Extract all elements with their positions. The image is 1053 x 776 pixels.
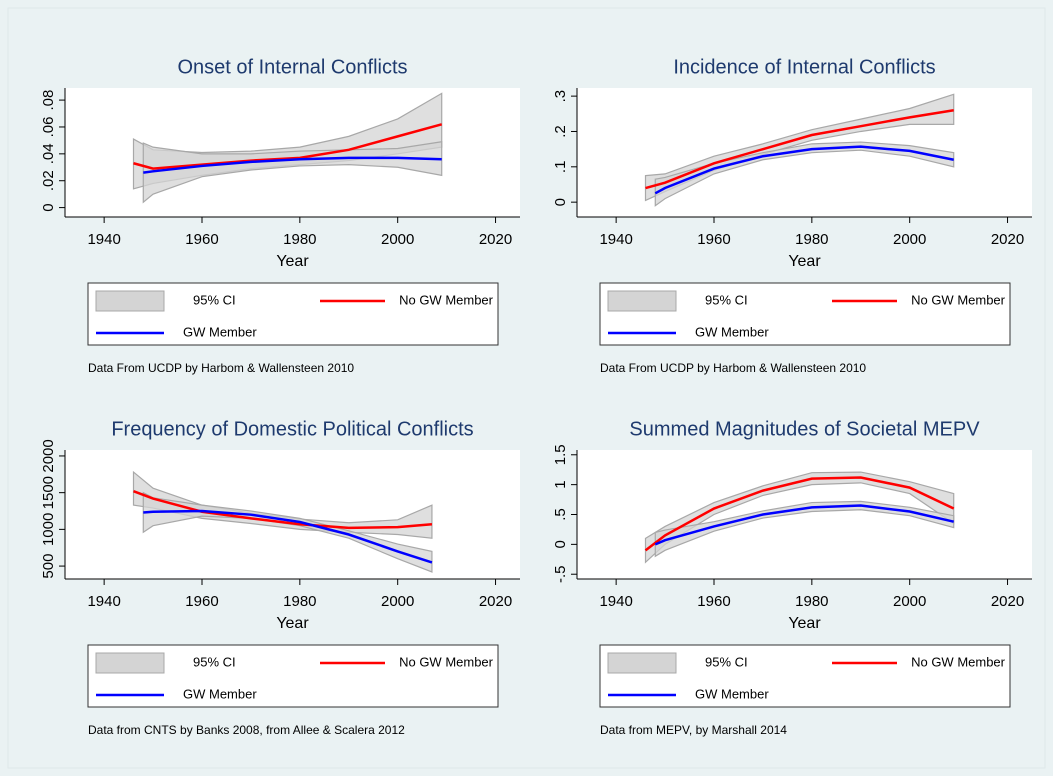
legend-label: No GW Member [399,654,494,669]
note: Data from MEPV, by Marshall 2014 [600,723,787,737]
x-tick-label: 2020 [991,593,1024,610]
legend-label: No GW Member [911,292,1006,307]
y-tick-label: .5 [552,508,569,521]
y-tick-label: 1 [552,480,569,488]
x-tick-label: 2020 [479,593,512,610]
series-line [654,145,954,195]
x-axis-label: Year [276,253,309,270]
x-tick-label: 1960 [185,231,218,248]
note: Data from CNTS by Banks 2008, from Allee… [88,723,405,737]
legend-label: No GW Member [911,654,1006,669]
note: Data From UCDP by Harbom & Wallensteen 2… [88,361,354,375]
y-tick-label: .04 [40,143,57,164]
series-line [143,509,433,564]
series-line [654,504,955,546]
y-tick-label: .1 [552,161,569,174]
legend-ci-swatch [607,290,677,312]
x-tick-label: 2000 [381,231,414,248]
y-tick-label: 0 [552,198,569,206]
y-tick-label: 0 [40,203,57,211]
x-tick-label: 2000 [893,593,926,610]
x-tick-label: 1940 [599,231,632,248]
y-tick-label: .3 [552,90,569,103]
x-tick-label: 1980 [795,593,828,610]
chart-title: Summed Magnitudes of Societal MEPV [629,418,980,440]
y-tick-label: 1000 [40,513,57,546]
plot-area [577,450,1032,579]
legend-label: GW Member [695,686,769,701]
x-axis-label: Year [276,615,309,632]
x-tick-label: 1940 [599,593,632,610]
x-tick-label: 2020 [479,231,512,248]
legend-label: GW Member [695,324,769,339]
series-line [645,109,954,190]
ci-band [654,141,955,207]
legend-ci-swatch [95,652,165,674]
x-tick-label: 1960 [697,231,730,248]
x-tick-label: 1980 [283,231,316,248]
x-tick-label: 2000 [893,231,926,248]
legend-label: 95% CI [705,292,748,307]
x-axis-label: Year [788,615,821,632]
series-line [133,123,443,170]
legend-ci-swatch [607,652,677,674]
x-tick-label: 1960 [697,593,730,610]
y-tick-label: 1500 [40,476,57,509]
x-tick-label: 1960 [185,593,218,610]
series-line [644,476,955,552]
y-tick-label: -.5 [552,565,569,583]
note: Data From UCDP by Harbom & Wallensteen 2… [600,361,866,375]
legend-label: GW Member [183,686,257,701]
y-tick-label: 2000 [40,439,57,472]
x-tick-label: 1940 [87,593,120,610]
legend-label: No GW Member [399,292,494,307]
series-line [133,490,433,530]
x-tick-label: 2000 [381,593,414,610]
plot-area [65,450,520,579]
chart-title: Onset of Internal Conflicts [177,56,407,78]
y-tick-label: .02 [40,170,57,191]
y-tick-label: .08 [40,90,57,111]
y-tick-label: 0 [552,540,569,548]
legend-label: 95% CI [193,654,236,669]
legend-label: 95% CI [705,654,748,669]
ci-band [654,500,955,558]
x-axis-label: Year [788,253,821,270]
y-tick-label: .2 [552,125,569,138]
legend-label: 95% CI [193,292,236,307]
y-tick-label: 1.5 [552,444,569,465]
x-tick-label: 2020 [991,231,1024,248]
legend-ci-swatch [95,290,165,312]
legend-label: GW Member [183,324,257,339]
y-tick-label: 500 [40,554,57,579]
x-tick-label: 1940 [87,231,120,248]
chart-title: Frequency of Domestic Political Conflict… [111,418,473,440]
chart-title: Incidence of Internal Conflicts [673,56,935,78]
series-line [143,156,442,174]
y-tick-label: .06 [40,117,57,138]
x-tick-label: 1980 [795,231,828,248]
x-tick-label: 1980 [283,593,316,610]
